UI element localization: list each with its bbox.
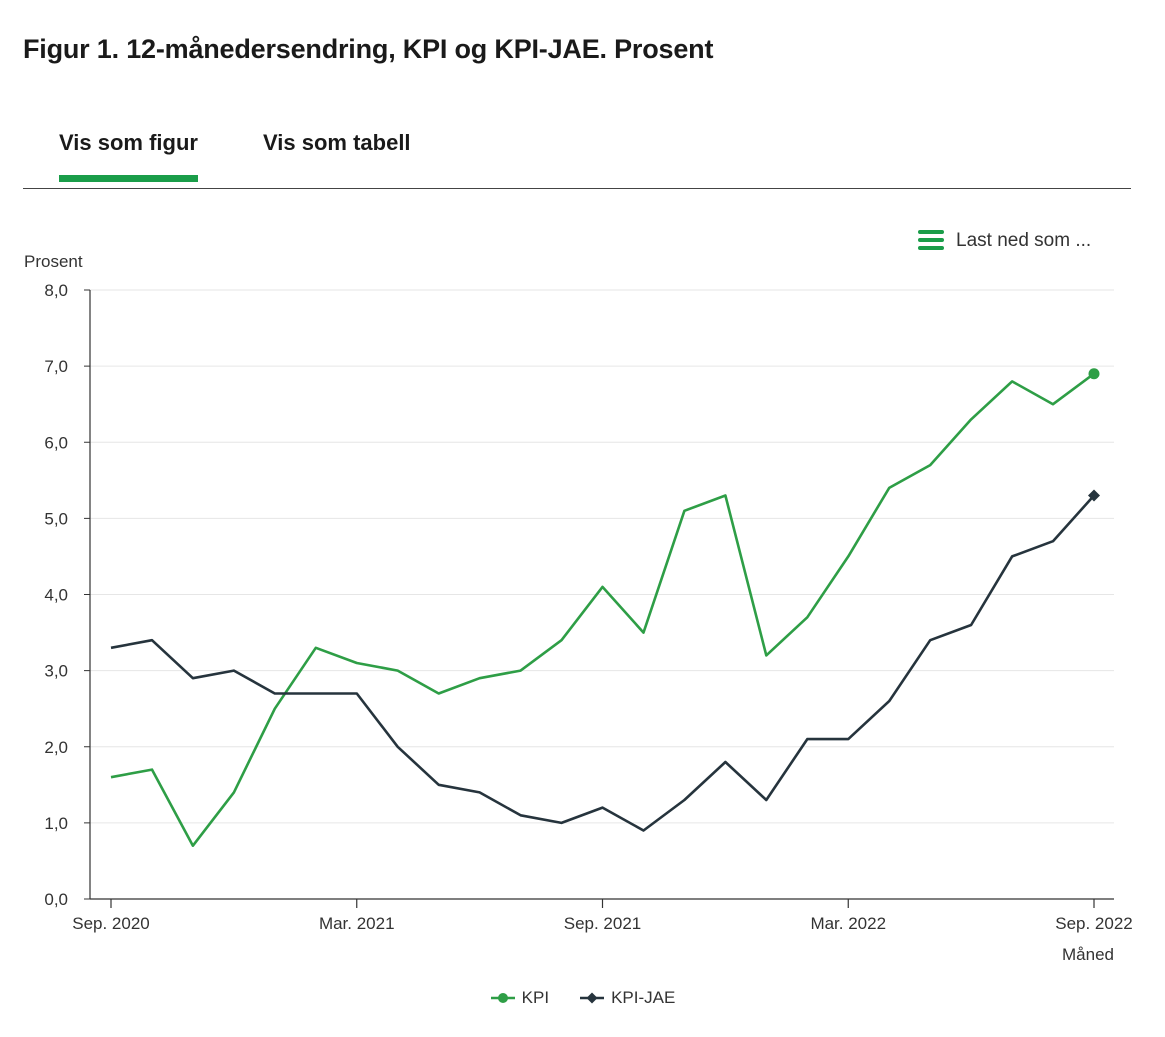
y-tick-label: 5,0 [44,509,68,528]
line-chart: 0,0 1,0 2,0 3,0 4,0 5,0 6,0 7,0 8,0 Sep. 2020 Mar… [24,252,1133,964]
figure-title: Figur 1. 12-månedersendring, KPI og KPI-… [23,34,714,64]
tabs-divider [23,188,1131,189]
y-tick-label: 0,0 [44,890,68,909]
end-point-kpi-jae [1088,489,1100,502]
series-line-kpi [110,372,1095,848]
y-tick-label: 8,0 [44,281,68,300]
view-tabs: Vis som figur Vis som tabell [23,118,1131,190]
x-axis-label: Måned [1062,945,1114,964]
download-menu-button[interactable]: Last ned som ... [918,230,1091,252]
menu-icon [918,230,944,252]
tab-figure[interactable]: Vis som figur [59,130,198,182]
y-tick-label: 4,0 [44,586,68,605]
legend-item-kpi-jae[interactable]: KPI-JAE [579,988,675,1008]
legend-label-kpi-jae: KPI-JAE [611,988,676,1007]
y-axis-label: Prosent [24,252,83,271]
legend-label-kpi: KPI [521,988,550,1007]
y-axis: 0,0 1,0 2,0 3,0 4,0 5,0 6,0 7,0 8,0 [44,281,91,909]
x-tick-label: Sep. 2021 [564,914,642,933]
download-label: Last ned som ... [956,230,1092,251]
y-tick-label: 7,0 [44,357,68,376]
y-tick-label: 1,0 [44,814,68,833]
series-lines [110,368,1100,848]
x-axis: Sep. 2020 Mar. 2021 Sep. 2021 Mar. 2022 Sep.… [72,898,1133,933]
y-tick-label: 2,0 [44,738,68,757]
x-tick-label: Sep. 2020 [72,914,150,933]
y-tick-label: 6,0 [44,433,68,452]
end-point-kpi [1088,368,1100,380]
legend-item-kpi[interactable]: KPI [490,988,549,1008]
x-tick-label: Mar. 2021 [319,914,395,933]
x-tick-label: Sep. 2022 [1055,914,1133,933]
tab-table[interactable]: Vis som tabell [263,130,411,155]
legend-kpi-jae-marker [580,992,605,1004]
grid-lines [90,289,1114,824]
legend-kpi-marker [490,993,515,1003]
legend: KPI KPI-JAE [0,988,1165,1008]
series-line-kpi-jae [110,494,1095,832]
x-tick-label: Mar. 2022 [810,914,886,933]
y-tick-label: 3,0 [44,662,68,681]
